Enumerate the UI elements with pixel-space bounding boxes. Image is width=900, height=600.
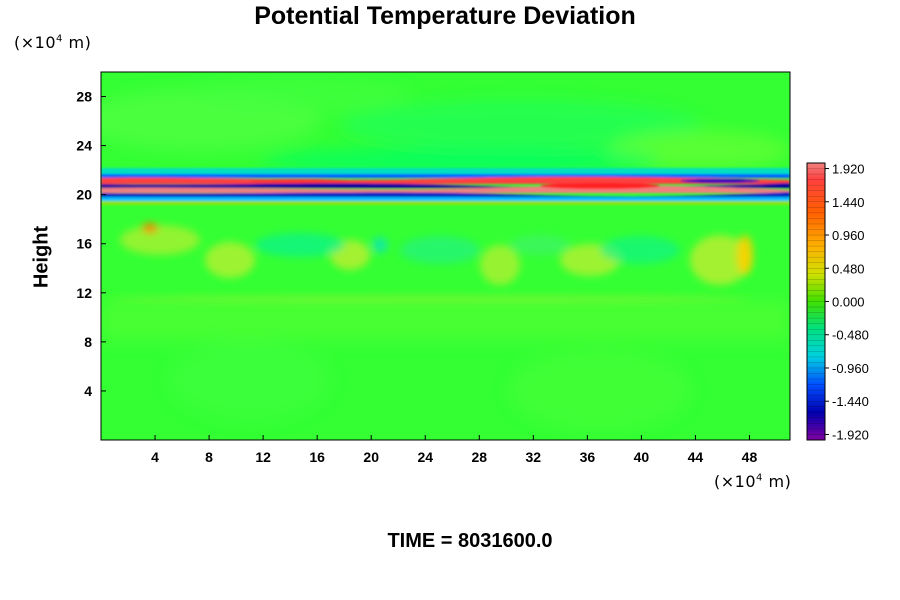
x-tick-label: 20: [363, 449, 379, 465]
plot-frame: [100, 71, 791, 441]
x-tick-label: 28: [471, 449, 487, 465]
colorbar-label: -1.440: [832, 394, 869, 409]
colorbar-label: -1.920: [832, 427, 869, 442]
x-tick-label: 16: [309, 449, 325, 465]
x-tick-label: 36: [580, 449, 596, 465]
colorbar-label: 0.960: [832, 228, 865, 243]
lower-layer-variations: [101, 300, 790, 430]
y-ticks: 4 8 12 16 20 24 28: [76, 89, 106, 399]
colorbar-label: 1.920: [832, 162, 865, 177]
y-tick-label: 12: [76, 285, 92, 301]
time-label: TIME = 8031600.0: [387, 530, 553, 552]
x-tick-label: 12: [255, 449, 271, 465]
x-tick-label: 40: [634, 449, 650, 465]
x-tick-label: 24: [417, 449, 433, 465]
y-tick-label: 24: [76, 138, 92, 154]
x-axis-unit: (×104 m): [714, 472, 792, 491]
y-tick-label: 4: [84, 383, 92, 399]
y-tick-label: 16: [76, 236, 92, 252]
wave-band: [101, 168, 790, 205]
colorbar: 1.920 1.440 0.960 0.480 0.000 -0.480 -0.960 -1.…: [806, 162, 869, 442]
y-tick-label: 28: [76, 89, 92, 105]
x-tick-label: 4: [151, 449, 159, 465]
colorbar-label: 0.480: [832, 261, 865, 276]
colorbar-label: -0.480: [832, 328, 869, 343]
colorbar-gradient: [807, 163, 825, 440]
plot-area: [101, 72, 790, 440]
colorbar-label: 1.440: [832, 195, 865, 210]
colorbar-label: 0.000: [832, 295, 865, 310]
chart-title: Potential Temperature Deviation: [254, 2, 636, 30]
colorbar-label: -0.960: [832, 361, 869, 376]
y-axis-unit: (×104 m): [14, 33, 92, 52]
x-tick-label: 32: [526, 449, 542, 465]
x-ticks: 4 8 12 16 20 24 28 32 36 40 44 48: [151, 435, 757, 465]
upper-layer-variations: [101, 77, 790, 172]
x-tick-label: 8: [205, 449, 213, 465]
x-tick-label: 48: [742, 449, 758, 465]
x-tick-label: 44: [688, 449, 704, 465]
y-tick-label: 8: [84, 334, 92, 350]
y-tick-label: 20: [76, 187, 92, 203]
